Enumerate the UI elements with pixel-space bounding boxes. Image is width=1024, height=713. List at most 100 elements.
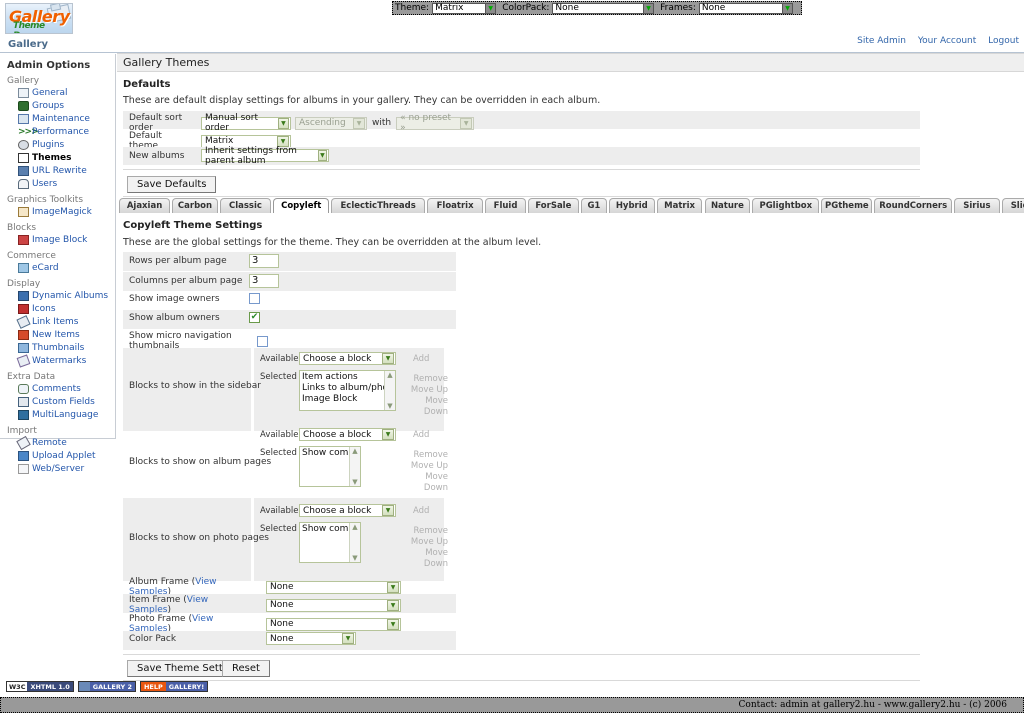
sort-direction-select[interactable]: Ascending ▼ bbox=[295, 116, 367, 130]
sidebar-add-button[interactable]: Add bbox=[413, 354, 430, 364]
list-item[interactable]: Show comments bbox=[302, 524, 360, 534]
album-frame-select[interactable]: None ▼ bbox=[266, 580, 401, 594]
color-pack-value: None bbox=[270, 633, 294, 644]
tab-roundcorners[interactable]: RoundCorners bbox=[874, 198, 952, 213]
rows-per-album-input[interactable]: 3 bbox=[249, 254, 279, 268]
show-album-owners-checkbox[interactable]: ✔ bbox=[249, 312, 260, 323]
site-logo[interactable]: Gallery Theme Demo bbox=[5, 3, 73, 34]
sidebar-available-select[interactable]: Choose a block ▼ bbox=[299, 352, 396, 365]
tab-carbon[interactable]: Carbon bbox=[172, 198, 218, 213]
tab-hybrid[interactable]: Hybrid bbox=[608, 198, 655, 213]
tab-sirius[interactable]: Sirius bbox=[954, 198, 1000, 213]
save-theme-settings-button[interactable]: Save Theme Settings bbox=[127, 660, 254, 677]
breadcrumb-item-gallery[interactable]: Gallery bbox=[8, 39, 49, 50]
tab-pgtheme[interactable]: PGtheme bbox=[821, 198, 873, 213]
item-frame-view-samples-link[interactable]: View Samples bbox=[129, 595, 209, 615]
sidebar-item-thumbnails[interactable]: Thumbnails bbox=[18, 342, 115, 354]
tab-forsale[interactable]: ForSale bbox=[527, 198, 579, 213]
list-item[interactable]: Image Block bbox=[302, 394, 358, 404]
tab-slider[interactable]: Slider bbox=[1001, 198, 1024, 213]
tab-nature[interactable]: Nature bbox=[704, 198, 751, 213]
photo-selected-listbox[interactable]: Show comments ▲▼ bbox=[299, 522, 361, 563]
help-gallery-badge[interactable]: HELP GALLERY! bbox=[139, 681, 209, 692]
your-account-link[interactable]: Your Account bbox=[917, 36, 977, 46]
photo-frame-view-samples-link[interactable]: View Samples bbox=[129, 614, 214, 634]
sidebar-item-comments[interactable]: Comments bbox=[18, 383, 115, 395]
album-add-button[interactable]: Add bbox=[413, 430, 430, 440]
album-move-down-button[interactable]: Move Down bbox=[423, 472, 448, 493]
columns-per-album-input[interactable]: 3 bbox=[249, 274, 279, 288]
tab-eclecticthreads[interactable]: EclecticThreads bbox=[331, 198, 425, 213]
save-defaults-button[interactable]: Save Defaults bbox=[127, 176, 217, 193]
w3c-xhtml-badge[interactable]: W3C XHTML 1.0 bbox=[6, 681, 74, 692]
item-frame-select[interactable]: None ▼ bbox=[266, 598, 401, 612]
color-pack-select[interactable]: None ▼ bbox=[266, 632, 356, 645]
sidebar-item-icons[interactable]: Icons bbox=[18, 303, 115, 315]
sidebar-item-users[interactable]: Users bbox=[18, 178, 115, 190]
default-sort-order-select[interactable]: Manual sort order ▼ bbox=[201, 113, 291, 133]
tab-ajaxian[interactable]: Ajaxian bbox=[119, 198, 171, 213]
tab-fluid[interactable]: Fluid bbox=[485, 198, 526, 213]
scrollbar[interactable]: ▲ ▼ bbox=[349, 447, 360, 486]
album-available-select[interactable]: Choose a block ▼ bbox=[299, 428, 396, 441]
photo-move-down-button[interactable]: Move Down bbox=[423, 548, 448, 569]
photo-remove-button[interactable]: Remove bbox=[413, 526, 449, 536]
sidebar-item-plugins[interactable]: Plugins bbox=[18, 139, 115, 151]
theme-strip-theme-select[interactable]: Matrix ▼ bbox=[432, 2, 497, 14]
sidebar-move-down-button[interactable]: Move Down bbox=[423, 396, 448, 417]
sidebar-item-remote[interactable]: Remote bbox=[16, 435, 115, 451]
reset-button[interactable]: Reset bbox=[222, 660, 270, 677]
theme-strip-colorpack-select[interactable]: None ▼ bbox=[552, 2, 655, 14]
sidebar-item-new-items[interactable]: New Items bbox=[18, 329, 115, 341]
sidebar-item-multilanguage[interactable]: MultiLanguage bbox=[18, 409, 115, 421]
logout-link[interactable]: Logout bbox=[988, 36, 1019, 46]
sidebar-item-custom-fields[interactable]: Custom Fields bbox=[18, 396, 115, 408]
sidebar-item-watermarks[interactable]: Watermarks bbox=[16, 354, 115, 368]
album-remove-button[interactable]: Remove bbox=[413, 450, 449, 460]
sidebar-item-ecard[interactable]: eCard bbox=[18, 262, 115, 274]
sidebar-item-maintenance[interactable]: Maintenance bbox=[18, 113, 115, 125]
sidebar-item-groups[interactable]: Groups bbox=[18, 100, 115, 112]
tab-classic[interactable]: Classic bbox=[219, 198, 271, 213]
new-albums-select[interactable]: Inherit settings from parent album ▼ bbox=[201, 146, 329, 166]
photo-frame-select[interactable]: None ▼ bbox=[266, 617, 401, 631]
tab-pglightbox[interactable]: PGlightbox bbox=[752, 198, 820, 213]
photo-available-select[interactable]: Choose a block ▼ bbox=[299, 504, 396, 517]
photo-add-button[interactable]: Add bbox=[413, 506, 430, 516]
site-admin-link[interactable]: Site Admin bbox=[857, 36, 906, 46]
album-frame-view-samples-link[interactable]: View Samples bbox=[129, 577, 217, 597]
scrollbar[interactable]: ▲ ▼ bbox=[384, 371, 395, 410]
tab-copyleft[interactable]: Copyleft bbox=[273, 198, 330, 213]
tab-floatrix[interactable]: Floatrix bbox=[426, 198, 484, 213]
photo-move-up-button[interactable]: Move Up bbox=[410, 537, 448, 547]
show-image-owners-checkbox[interactable] bbox=[249, 293, 260, 304]
sidebar-item-general[interactable]: General bbox=[18, 87, 115, 99]
list-item[interactable]: Item actions bbox=[302, 372, 358, 382]
tab-matrix[interactable]: Matrix bbox=[656, 198, 703, 213]
sidebar-item-performance[interactable]: >>> Performance bbox=[18, 126, 115, 138]
album-selected-listbox[interactable]: Show comments ▲▼ bbox=[299, 446, 361, 487]
sidebar-move-up-button[interactable]: Move Up bbox=[410, 385, 448, 395]
row-stripe bbox=[123, 348, 251, 431]
sidebar-item-web-server[interactable]: Web/Server bbox=[18, 463, 115, 475]
sidebar-item-imagemagick[interactable]: ImageMagick bbox=[18, 206, 115, 218]
sidebar-item-image-block[interactable]: Image Block bbox=[18, 234, 115, 246]
sidebar-item-dynamic-albums[interactable]: Dynamic Albums bbox=[18, 290, 115, 302]
sort-preset-select[interactable]: « no preset » ▼ bbox=[396, 113, 475, 133]
theme-settings-description: These are the global settings for the th… bbox=[123, 237, 542, 248]
sidebar-item-upload-applet[interactable]: Upload Applet bbox=[18, 450, 115, 462]
sidebar-remove-button[interactable]: Remove bbox=[413, 374, 449, 384]
theme-strip-frames-select[interactable]: None ▼ bbox=[698, 2, 794, 14]
album-move-up-button[interactable]: Move Up bbox=[410, 461, 448, 471]
show-micro-nav-checkbox[interactable] bbox=[257, 335, 268, 347]
sidebar-item-link-items[interactable]: Link Items bbox=[16, 315, 115, 329]
sidebar-item-url-rewrite[interactable]: URL Rewrite bbox=[18, 165, 115, 177]
list-item[interactable]: Show comments bbox=[302, 448, 360, 458]
sidebar-group-import: Import bbox=[7, 426, 37, 436]
list-item[interactable]: Links to album/photo peers bbox=[302, 383, 396, 393]
gallery2-badge[interactable]: GALLERY 2 bbox=[77, 681, 136, 692]
tab-g1[interactable]: G1 bbox=[580, 198, 607, 213]
scrollbar[interactable]: ▲ ▼ bbox=[349, 523, 360, 562]
sidebar-item-themes[interactable]: Themes bbox=[18, 152, 115, 164]
